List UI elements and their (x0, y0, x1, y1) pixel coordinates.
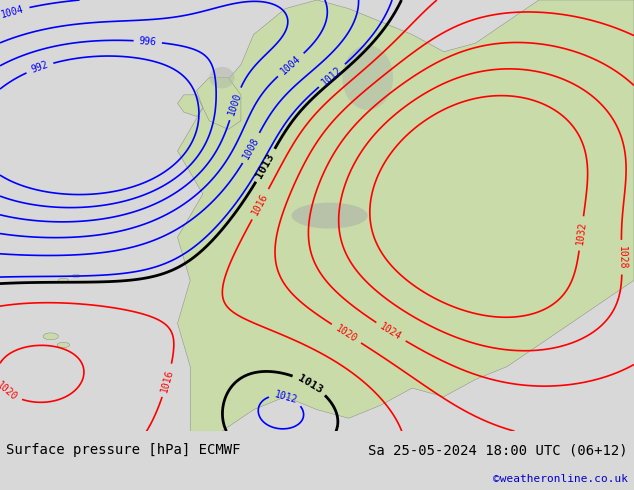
Ellipse shape (342, 45, 393, 110)
Text: 992: 992 (30, 60, 49, 75)
Text: 1016: 1016 (250, 192, 270, 217)
Text: 1000: 1000 (226, 91, 243, 117)
Text: 1016: 1016 (159, 368, 175, 393)
Ellipse shape (58, 278, 68, 282)
Polygon shape (178, 0, 634, 431)
Text: 1012: 1012 (320, 64, 344, 87)
Text: 1028: 1028 (616, 245, 627, 269)
Ellipse shape (292, 203, 368, 228)
Text: ©weatheronline.co.uk: ©weatheronline.co.uk (493, 474, 628, 485)
Text: 1024: 1024 (378, 321, 403, 343)
Polygon shape (197, 77, 241, 129)
Text: 1032: 1032 (575, 221, 588, 245)
Text: 1013: 1013 (254, 151, 276, 179)
Text: 1013: 1013 (295, 373, 324, 395)
Text: 1004: 1004 (279, 53, 303, 76)
Text: 1008: 1008 (241, 135, 261, 161)
Text: Sa 25-05-2024 18:00 UTC (06+12): Sa 25-05-2024 18:00 UTC (06+12) (368, 443, 628, 457)
Polygon shape (178, 95, 203, 117)
Text: 1020: 1020 (0, 380, 19, 403)
Ellipse shape (57, 343, 70, 347)
Ellipse shape (43, 333, 58, 340)
Ellipse shape (209, 67, 235, 88)
Text: 996: 996 (139, 36, 157, 47)
Ellipse shape (72, 274, 80, 278)
Text: Surface pressure [hPa] ECMWF: Surface pressure [hPa] ECMWF (6, 443, 241, 457)
Text: 1012: 1012 (273, 389, 299, 405)
Text: 1004: 1004 (0, 3, 25, 20)
Text: 1020: 1020 (333, 323, 359, 344)
